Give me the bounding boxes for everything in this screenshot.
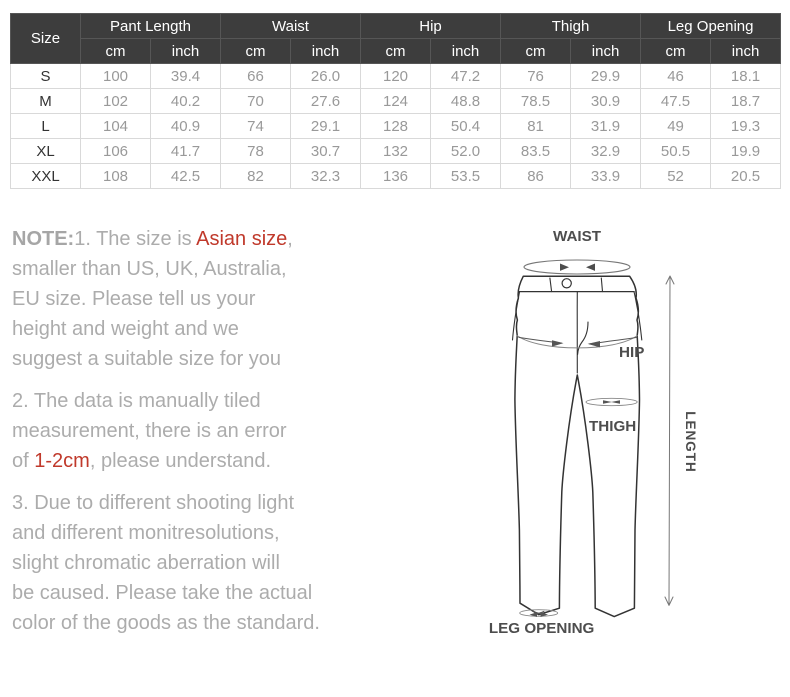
svg-text:HIP: HIP <box>619 344 644 361</box>
svg-text:LENGTH: LENGTH <box>683 411 698 473</box>
svg-text:WAIST: WAIST <box>553 230 602 245</box>
svg-text:LEG OPENING: LEG OPENING <box>489 620 594 637</box>
svg-text:THIGH: THIGH <box>589 418 636 435</box>
